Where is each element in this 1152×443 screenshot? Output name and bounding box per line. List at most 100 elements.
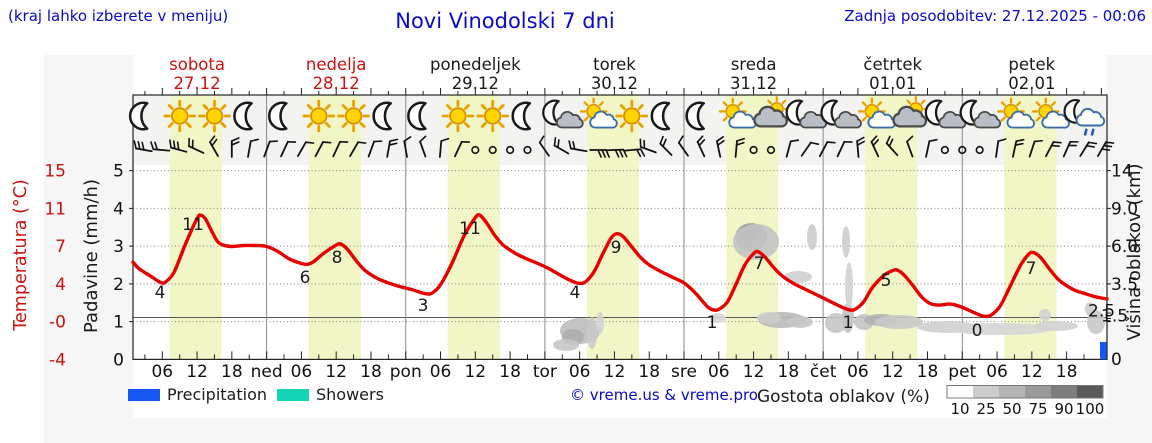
- x-tick-label: 12: [743, 362, 765, 382]
- temp-value-label: 1: [707, 313, 718, 333]
- right-gutter: [1107, 55, 1152, 443]
- x-tick-label: sre: [671, 362, 697, 382]
- wind-barb-icon: [589, 149, 610, 158]
- plot-frame: [132, 94, 1108, 360]
- cloud-scale-segment: [973, 385, 999, 398]
- x-tick-label: 06: [430, 362, 452, 382]
- cloud-density-blob: [1085, 302, 1095, 316]
- bottom-gutter: [44, 418, 1152, 443]
- wind-barb-icon: [419, 135, 427, 158]
- temp-value-label: 3: [418, 296, 429, 316]
- day-name-label: torek: [593, 55, 636, 74]
- temp-value-label: 11: [182, 215, 204, 235]
- daylight-band: [308, 95, 361, 360]
- wind-calm-icon: [506, 145, 515, 155]
- x-tick-label: 18: [360, 362, 382, 382]
- day-date-label: 28.12: [313, 74, 360, 93]
- cloud-density-blob: [596, 312, 604, 334]
- temp-value-label: 6: [300, 268, 311, 288]
- wind-calm-icon: [749, 145, 758, 155]
- cloud-tick-label: 1.5: [1101, 307, 1128, 327]
- wind-barb-icon: [169, 139, 188, 153]
- cloud-density-blob: [553, 339, 579, 351]
- wind-calm-icon: [471, 145, 480, 155]
- wind-calm-icon: [975, 145, 984, 155]
- wind-barb-icon: [1097, 141, 1115, 157]
- daylight-band: [586, 95, 640, 360]
- wind-barb-icon: [367, 140, 383, 158]
- sun-icon: [165, 101, 195, 131]
- wind-barb-icon: [296, 141, 315, 157]
- precip-tick-label: 3: [113, 237, 124, 257]
- temp-value-label: 7: [1026, 259, 1037, 279]
- wind-barb-icon: [1062, 140, 1079, 158]
- temp-value-label: 5: [881, 271, 892, 291]
- cloud-scale-segment: [999, 385, 1025, 398]
- x-tick-label: 06: [569, 362, 591, 382]
- x-tick-label: 18: [778, 362, 800, 382]
- cloud-height-axis-title: Višina oblakov (km): [1124, 163, 1145, 340]
- temp-tick-label: 4: [55, 275, 66, 295]
- cloud-density-blob: [587, 317, 597, 349]
- x-tick-label: pon: [390, 362, 422, 382]
- temp-value-label: 0: [972, 321, 983, 341]
- wind-barb-icon: [230, 137, 240, 158]
- wind-barb-icon: [925, 138, 938, 158]
- cloud-tick-label: 0: [1111, 350, 1122, 370]
- temp-value-label: 7: [754, 254, 765, 274]
- day-date-label: 29.12: [452, 74, 499, 93]
- wind-barb-icon: [906, 135, 914, 158]
- x-tick-label: čet: [810, 362, 837, 382]
- x-tick-label: 12: [882, 362, 904, 382]
- wind-barb-icon: [800, 141, 820, 157]
- wind-barb-icon: [716, 136, 725, 158]
- wind-barb-icon: [836, 140, 853, 158]
- wind-calm-icon: [766, 145, 776, 155]
- cloud-density-blob: [842, 226, 850, 258]
- cloud-tick-label: 14: [1111, 162, 1133, 182]
- sun-icon: [478, 101, 508, 131]
- cloud-scale-label: 75: [1028, 400, 1047, 418]
- wind-barb-icon: [150, 141, 171, 152]
- cloud-tick-label: 3.5: [1111, 275, 1138, 295]
- wind-barb-icon: [1028, 139, 1043, 158]
- x-tick-label: 12: [464, 362, 486, 382]
- sun-icon: [617, 101, 647, 131]
- x-tick-label: 06: [151, 362, 173, 382]
- sun-icon: [339, 101, 369, 131]
- x-tick-label: 18: [499, 362, 521, 382]
- precip-tick-label: 0: [113, 350, 124, 370]
- temp-tick-label: -4: [49, 350, 66, 370]
- cloud-density-blob: [757, 312, 781, 324]
- left-gutter: [44, 55, 133, 443]
- wind-barb-icon: [995, 138, 1007, 158]
- wind-barb-icon: [1012, 138, 1025, 158]
- day-name-label: nedelja: [306, 55, 367, 74]
- wind-barb-icon: [403, 136, 412, 158]
- cloud-density-blob: [733, 224, 779, 260]
- precip-tick-label: 2: [113, 275, 124, 295]
- sun-icon: [304, 101, 334, 131]
- cloud-scale-segment: [947, 385, 973, 398]
- wind-barb-icon: [734, 137, 746, 158]
- temp-tick-label: 11: [44, 199, 66, 219]
- wind-barb-icon: [553, 137, 570, 155]
- cloud-density-blob: [825, 313, 847, 333]
- x-tick-label: 12: [186, 362, 208, 382]
- temp-value-label: 1: [843, 313, 854, 333]
- wind-barb-icon: [568, 140, 588, 153]
- x-tick-label: ned: [251, 362, 283, 382]
- wind-barb-icon: [818, 141, 836, 158]
- cloud-tick-label: 2.5: [1088, 302, 1115, 322]
- x-tick-label: 06: [986, 362, 1008, 382]
- x-tick-label: pet: [948, 362, 976, 382]
- cloud-density-blob: [845, 262, 853, 310]
- x-tick-label: 18: [1056, 362, 1078, 382]
- cloud-scale-segment: [1077, 385, 1103, 398]
- copyright-link[interactable]: © vreme.us & vreme.pro: [570, 386, 758, 404]
- temp-value-label: 11: [459, 219, 481, 239]
- cloud-scale-label: 100: [1076, 400, 1105, 418]
- wind-barb-icon: [659, 135, 673, 156]
- wind-barb-icon: [386, 138, 399, 158]
